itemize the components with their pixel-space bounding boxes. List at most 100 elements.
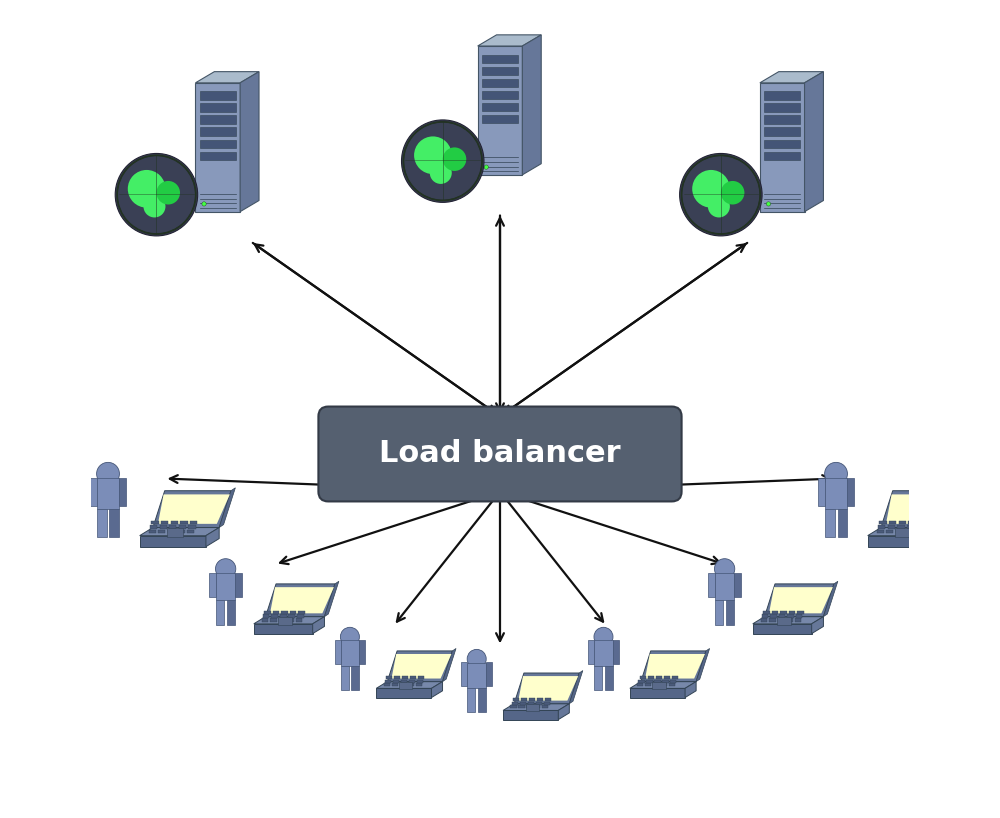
Bar [296,618,302,622]
Bar [200,128,236,136]
Polygon shape [605,666,613,690]
Bar [797,610,804,614]
Polygon shape [216,600,224,625]
Bar [786,618,793,622]
Polygon shape [838,509,847,537]
Bar [787,614,794,618]
Circle shape [594,627,613,646]
Bar [764,151,800,160]
Bar [661,683,667,686]
Bar [149,529,156,533]
Bar [656,676,662,679]
Polygon shape [158,494,230,524]
Polygon shape [119,478,126,506]
Polygon shape [324,582,339,617]
Bar [179,525,186,528]
Polygon shape [335,640,341,663]
Bar [160,525,167,528]
Bar [544,702,550,705]
Circle shape [143,196,165,218]
Circle shape [484,165,488,169]
Bar [384,683,390,686]
Polygon shape [641,651,706,681]
Polygon shape [219,488,235,528]
Circle shape [215,559,236,579]
Bar [652,682,666,690]
Bar [780,610,787,614]
Bar [200,103,236,112]
Polygon shape [805,72,823,212]
Bar [417,680,423,683]
Bar [408,683,414,686]
Bar [510,705,517,708]
Bar [288,614,295,618]
Bar [513,698,519,701]
Bar [262,618,268,622]
Text: Load balancer: Load balancer [379,439,621,469]
Polygon shape [140,528,219,536]
Polygon shape [270,587,334,614]
Bar [171,521,178,524]
Bar [263,614,269,618]
Bar [151,521,159,524]
Circle shape [682,155,760,234]
Circle shape [825,462,847,485]
Bar [188,525,196,528]
Bar [542,705,548,708]
Polygon shape [522,35,541,175]
Circle shape [117,155,196,234]
Bar [279,618,285,622]
Polygon shape [341,666,349,690]
Bar [529,698,535,701]
Polygon shape [97,479,119,509]
Bar [654,680,661,683]
Circle shape [680,154,762,236]
Bar [409,680,415,683]
Polygon shape [594,640,613,666]
Polygon shape [630,681,696,689]
Circle shape [414,137,452,174]
Bar [908,521,916,524]
Polygon shape [594,666,602,690]
Polygon shape [443,649,456,681]
Bar [777,617,791,625]
Polygon shape [558,703,569,720]
Bar [287,618,294,622]
Bar [400,683,406,686]
Circle shape [766,202,771,206]
Bar [187,529,194,533]
Bar [418,676,424,679]
Polygon shape [769,587,833,614]
Bar [416,683,422,686]
FancyBboxPatch shape [318,407,682,501]
Polygon shape [886,494,958,524]
Polygon shape [569,671,583,703]
Bar [410,676,416,679]
Polygon shape [514,673,579,703]
Bar [482,103,518,111]
Polygon shape [503,703,569,710]
Circle shape [714,559,735,579]
Bar [915,529,922,533]
Polygon shape [868,536,934,546]
Bar [762,614,768,618]
Circle shape [721,181,744,204]
Polygon shape [823,582,838,617]
Bar [664,676,670,679]
Circle shape [430,162,452,184]
Polygon shape [818,478,825,506]
Circle shape [402,120,484,202]
Polygon shape [467,663,486,689]
Bar [273,610,279,614]
Polygon shape [847,478,854,506]
Bar [401,680,407,683]
Bar [646,680,653,683]
Polygon shape [613,640,619,663]
Polygon shape [812,617,823,634]
Polygon shape [825,509,835,537]
Polygon shape [431,681,443,698]
Polygon shape [195,83,240,212]
Bar [648,676,654,679]
Circle shape [202,202,206,206]
Polygon shape [765,584,834,617]
